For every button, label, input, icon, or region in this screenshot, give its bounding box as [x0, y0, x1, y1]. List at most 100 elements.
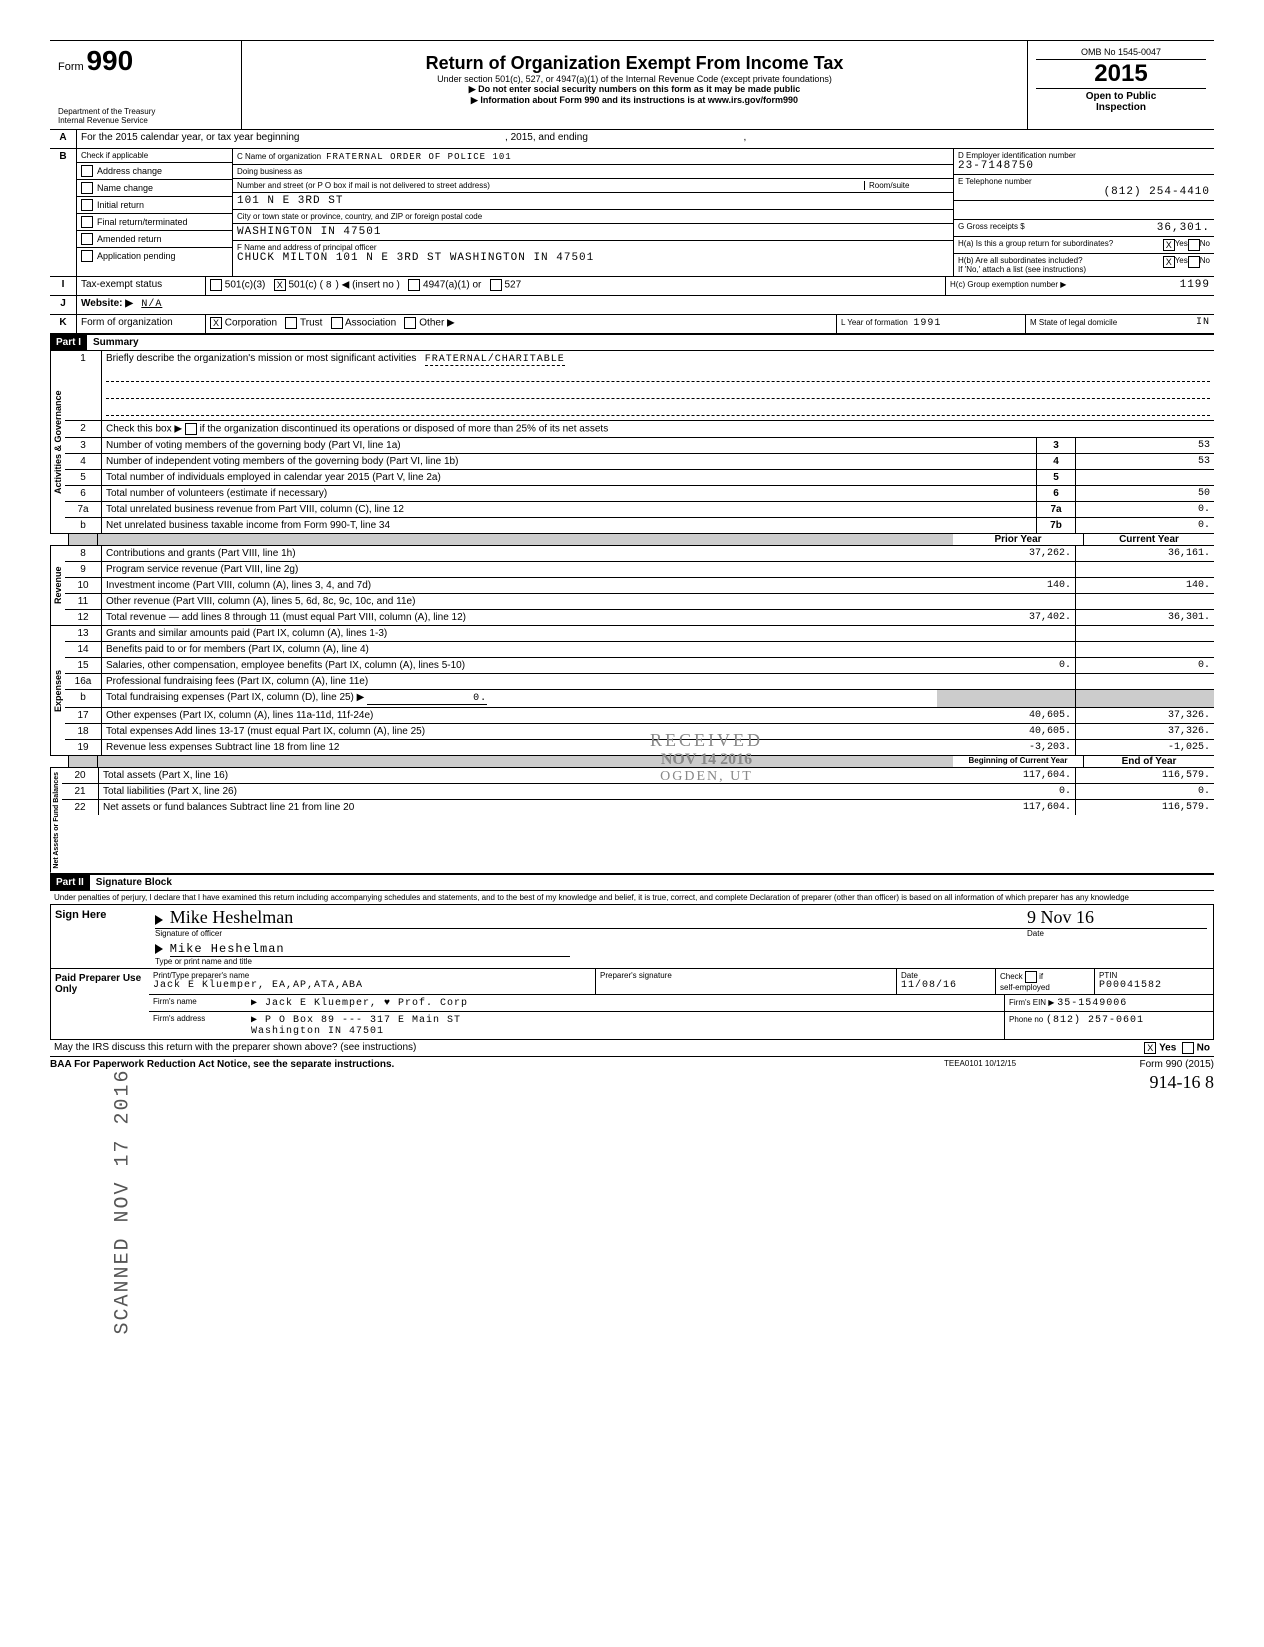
hand-note: 914-16 8	[50, 1072, 1214, 1093]
addr-lbl: Number and street (or P O box if mail is…	[237, 181, 864, 190]
form-footer: Form 990 (2015)	[1094, 1059, 1214, 1070]
D-lbl: D Employer identification number	[958, 151, 1210, 160]
l19: Revenue less expenses Subtract line 18 f…	[102, 740, 937, 755]
chk-name[interactable]: Name change	[77, 180, 232, 197]
J-lbl: Website: ▶	[81, 298, 133, 309]
py18: 40,605.	[937, 724, 1076, 739]
website: N/A	[141, 299, 162, 310]
Hb-note: If 'No,' attach a list (see instructions…	[958, 265, 1086, 274]
l1: Briefly describe the organization's miss…	[106, 353, 416, 364]
officer-signature: Mike Heshelman	[170, 907, 293, 927]
B-header: Check if applicable	[77, 149, 232, 163]
Hc-val: 1199	[1180, 279, 1210, 291]
firm-ein-lbl: Firm's EIN ▶	[1009, 998, 1054, 1007]
chk-discontinued[interactable]	[185, 423, 197, 435]
part2-title: Signature Block	[90, 875, 178, 890]
warn2: ▶ Information about Form 990 and its ins…	[250, 95, 1019, 106]
part1-hdr: Part I	[50, 335, 87, 350]
l7a: Total unrelated business revenue from Pa…	[102, 502, 1036, 517]
l20: Total assets (Part X, line 16)	[99, 768, 937, 783]
n2: 2	[65, 421, 102, 437]
chk-corp[interactable]: X	[210, 317, 222, 329]
A-end: ,	[743, 132, 746, 143]
cy8: 36,161.	[1076, 546, 1214, 561]
l14: Benefits paid to or for members (Part IX…	[102, 642, 937, 657]
mission: FRATERNAL/CHARITABLE	[425, 354, 565, 366]
l16b-val: 0.	[367, 693, 487, 705]
chk-trust[interactable]	[285, 317, 297, 329]
discuss-no[interactable]	[1182, 1042, 1194, 1054]
chk-pending[interactable]: Application pending	[77, 248, 232, 264]
prep-date: 11/08/16	[901, 980, 991, 991]
chk-assoc[interactable]	[331, 317, 343, 329]
v7b: 0.	[1076, 518, 1214, 533]
discuss-yes[interactable]: X	[1144, 1042, 1156, 1054]
l16a: Professional fundraising fees (Part IX, …	[102, 674, 937, 689]
col-eoy: End of Year	[1084, 756, 1214, 767]
cy11	[1076, 594, 1214, 609]
l6: Total number of volunteers (estimate if …	[102, 486, 1036, 501]
label-A: A	[50, 130, 77, 148]
l4: Number of independent voting members of …	[102, 454, 1036, 469]
501c-num: 8	[326, 281, 333, 292]
F-val: CHUCK MILTON 101 N E 3RD ST WASHINGTON I…	[237, 252, 949, 264]
chk-amended[interactable]: Amended return	[77, 231, 232, 248]
py19: -3,203.	[937, 740, 1076, 755]
prep-date-lbl: Date	[901, 971, 991, 980]
cy18: 37,326.	[1076, 724, 1214, 739]
K-lbl: Form of organization	[77, 315, 206, 333]
Ha-yes[interactable]: X	[1163, 239, 1175, 251]
form-label: Form	[58, 61, 84, 73]
side-net: Net Assets or Fund Balances	[50, 768, 62, 873]
l16b: Total fundraising expenses (Part IX, col…	[106, 692, 364, 703]
ptin-lbl: PTIN	[1099, 971, 1209, 980]
chk-other[interactable]	[404, 317, 416, 329]
firm-name-lbl: Firm's name	[149, 995, 247, 1011]
col-boc: Beginning of Current Year	[953, 756, 1084, 767]
py10: 140.	[937, 578, 1076, 593]
C-name-lbl: C Name of organization	[237, 152, 321, 161]
py11	[937, 594, 1076, 609]
chk-final[interactable]: Final return/terminated	[77, 214, 232, 231]
Hb-no[interactable]	[1188, 256, 1200, 268]
sign-here: Sign Here	[51, 905, 149, 968]
Hb-yes[interactable]: X	[1163, 256, 1175, 268]
part1-title: Summary	[87, 335, 145, 350]
form-title: Return of Organization Exempt From Incom…	[250, 53, 1019, 74]
cy17: 37,326.	[1076, 708, 1214, 723]
py12: 37,402.	[937, 610, 1076, 625]
l5: Total number of individuals employed in …	[102, 470, 1036, 485]
chk-501c[interactable]: X	[274, 279, 286, 291]
b21: 0.	[937, 784, 1076, 799]
warn1: ▶ Do not enter social security numbers o…	[250, 84, 1019, 95]
prep-name-lbl: Print/Type preparer's name	[153, 971, 591, 980]
v7a: 0.	[1076, 502, 1214, 517]
py9	[937, 562, 1076, 577]
received-stamp: RECEIVED NOV 14 2016 OGDEN, UT	[650, 730, 763, 785]
omb: OMB No 1545-0047	[1036, 45, 1206, 60]
Ha-no[interactable]	[1188, 239, 1200, 251]
firm-phone-lbl: Phone no	[1009, 1015, 1043, 1024]
chk-527[interactable]	[490, 279, 502, 291]
chk-501c3[interactable]	[210, 279, 222, 291]
form-header: Form 990 Department of the Treasury Inte…	[50, 40, 1214, 130]
chk-initial[interactable]: Initial return	[77, 197, 232, 214]
phone: (812) 254-4410	[958, 186, 1210, 198]
chk-4947[interactable]	[408, 279, 420, 291]
side-exp: Expenses	[50, 626, 65, 755]
E-lbl: E Telephone number	[958, 177, 1210, 186]
l8: Contributions and grants (Part VIII, lin…	[102, 546, 937, 561]
side-gov: Activities & Governance	[50, 351, 65, 533]
dept-label: Department of the Treasury	[58, 107, 233, 116]
e22: 116,579.	[1076, 800, 1214, 815]
v6: 50	[1076, 486, 1214, 501]
chk-address[interactable]: Address change	[77, 163, 232, 180]
open-public: Open to Public	[1038, 91, 1204, 102]
sig-lbl: Signature of officer	[155, 928, 1027, 938]
name-lbl: Type or print name and title	[155, 957, 1207, 966]
chk-self[interactable]	[1025, 971, 1037, 983]
l10: Investment income (Part VIII, column (A)…	[102, 578, 937, 593]
b22: 117,604.	[937, 800, 1076, 815]
officer-name: Mike Heshelman	[170, 942, 570, 957]
inspection: Inspection	[1038, 102, 1204, 113]
